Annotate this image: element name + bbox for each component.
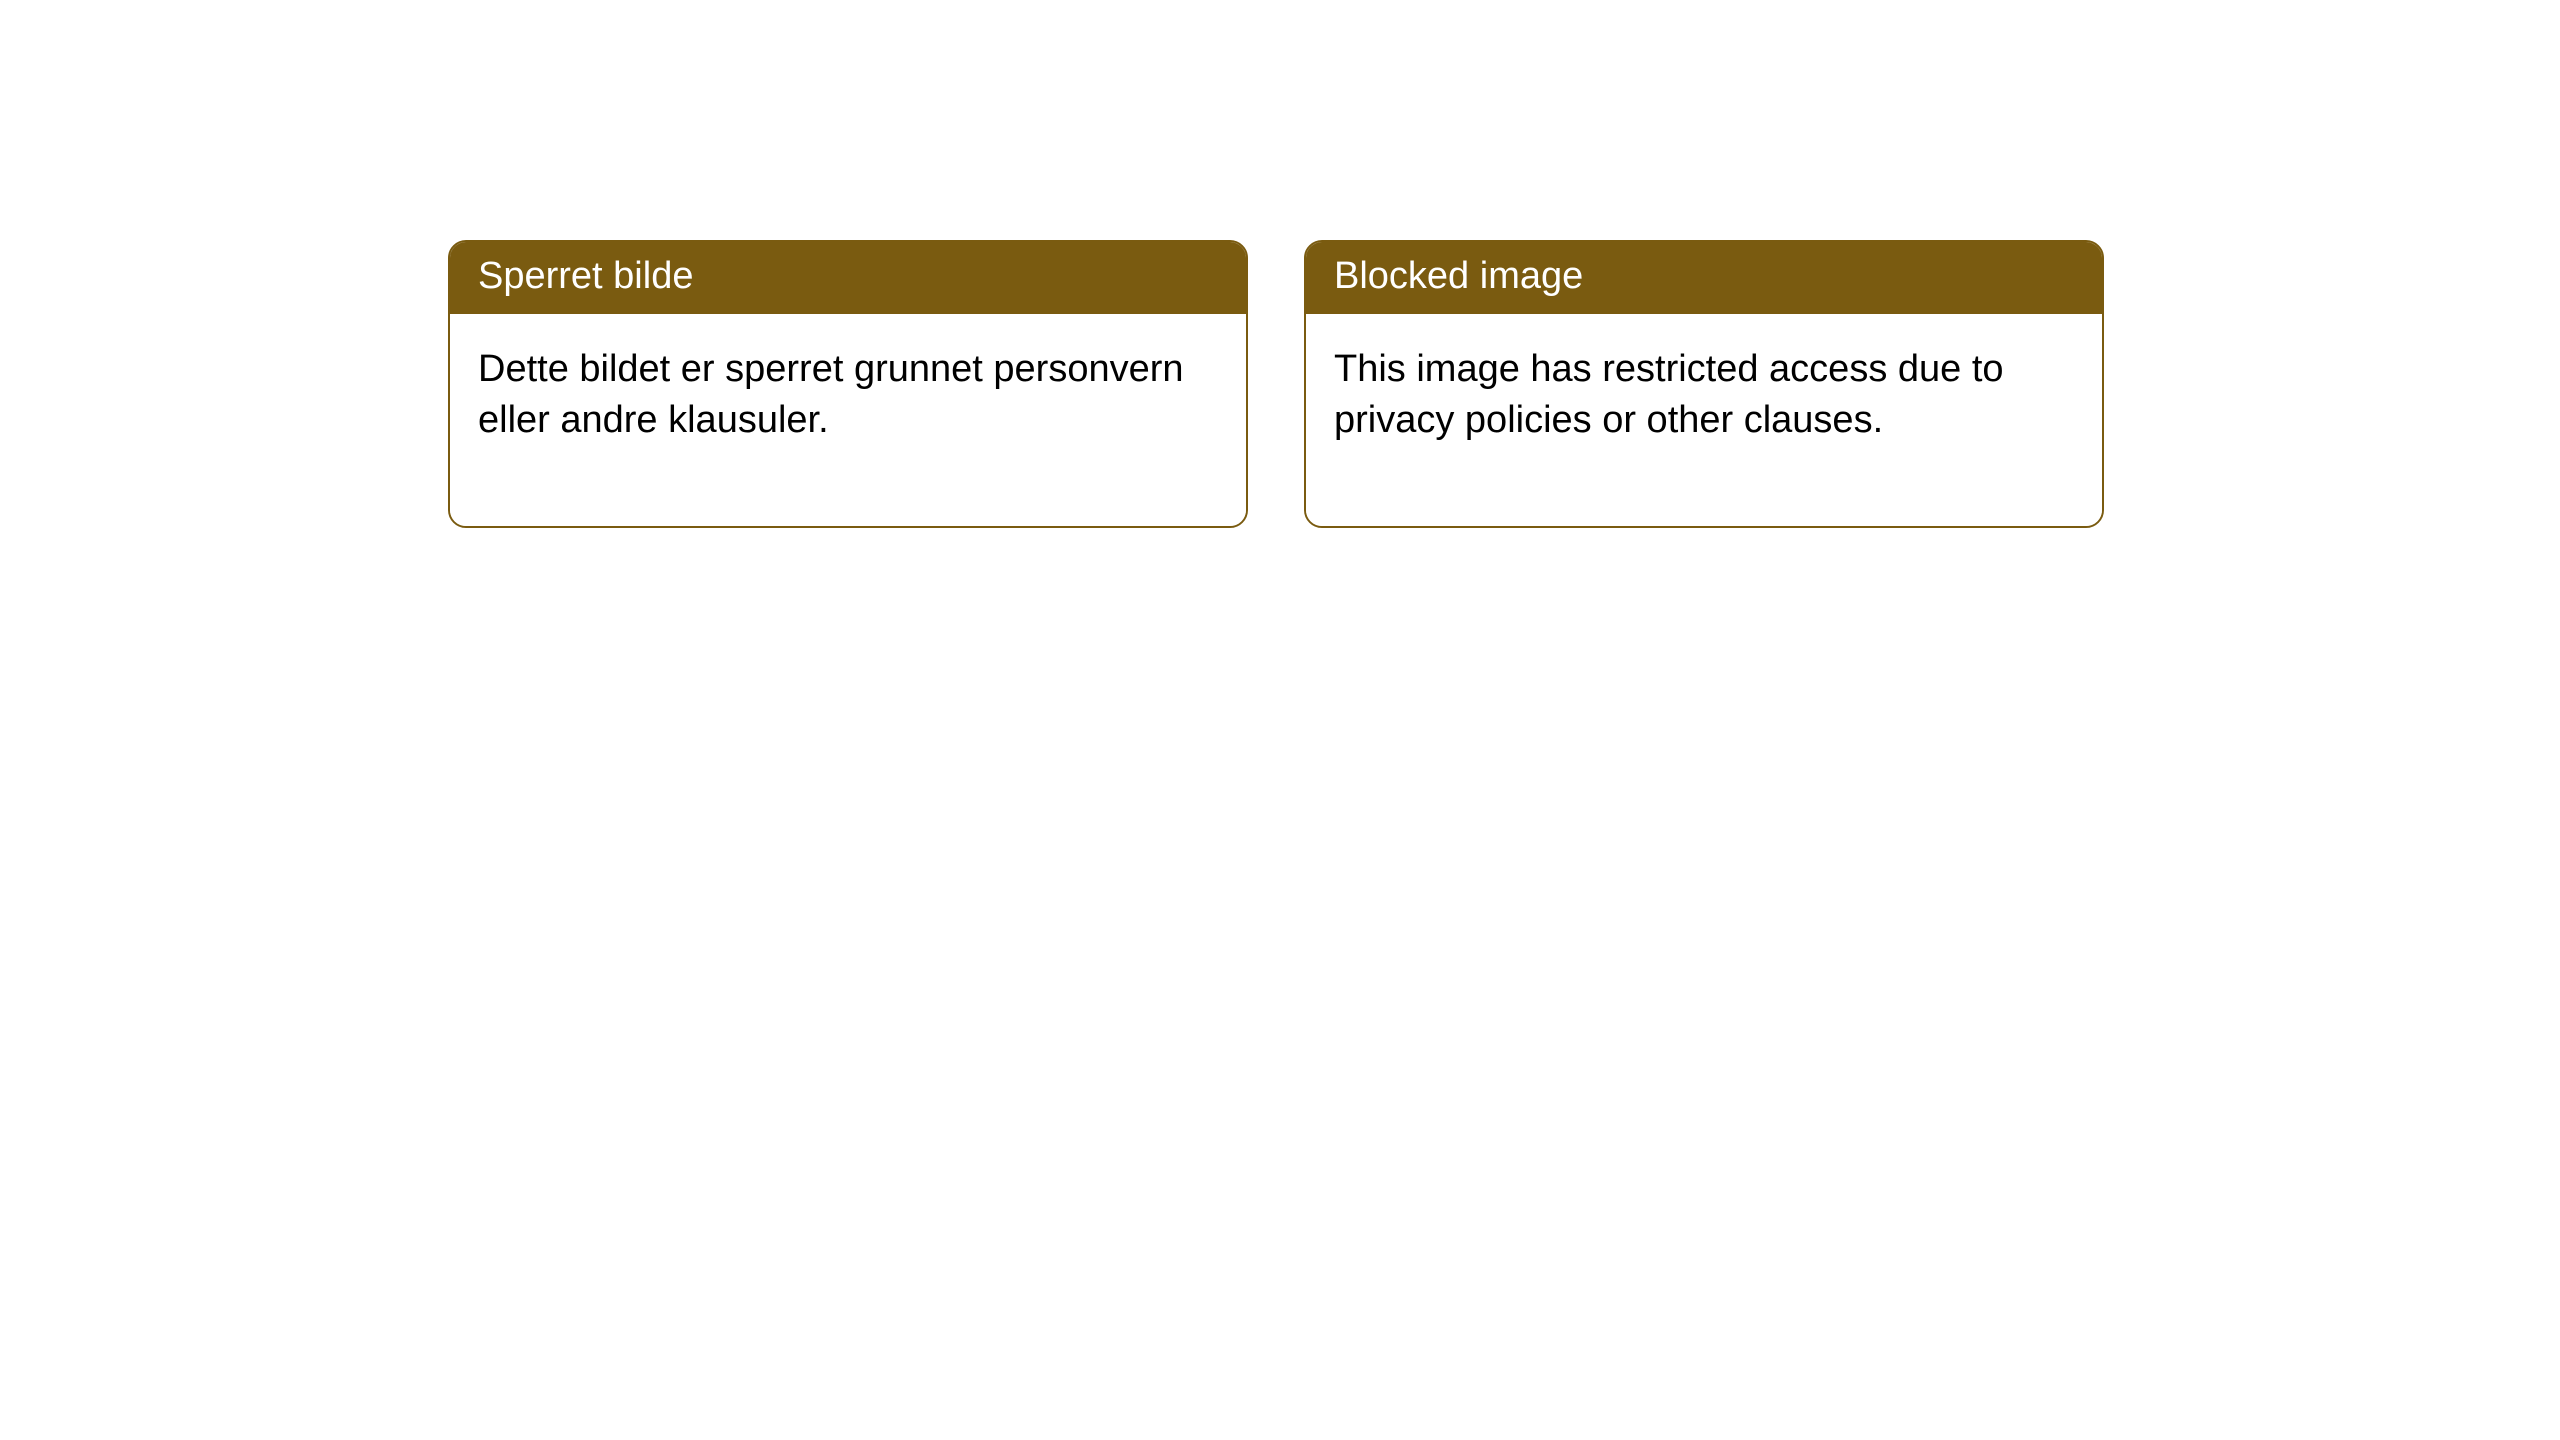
notice-card-english: Blocked image This image has restricted … (1304, 240, 2104, 528)
notice-cards-row: Sperret bilde Dette bildet er sperret gr… (448, 240, 2104, 528)
notice-card-body: Dette bildet er sperret grunnet personve… (450, 314, 1246, 527)
notice-card-body: This image has restricted access due to … (1306, 314, 2102, 527)
notice-card-title: Sperret bilde (450, 242, 1246, 314)
notice-card-title: Blocked image (1306, 242, 2102, 314)
notice-card-norwegian: Sperret bilde Dette bildet er sperret gr… (448, 240, 1248, 528)
